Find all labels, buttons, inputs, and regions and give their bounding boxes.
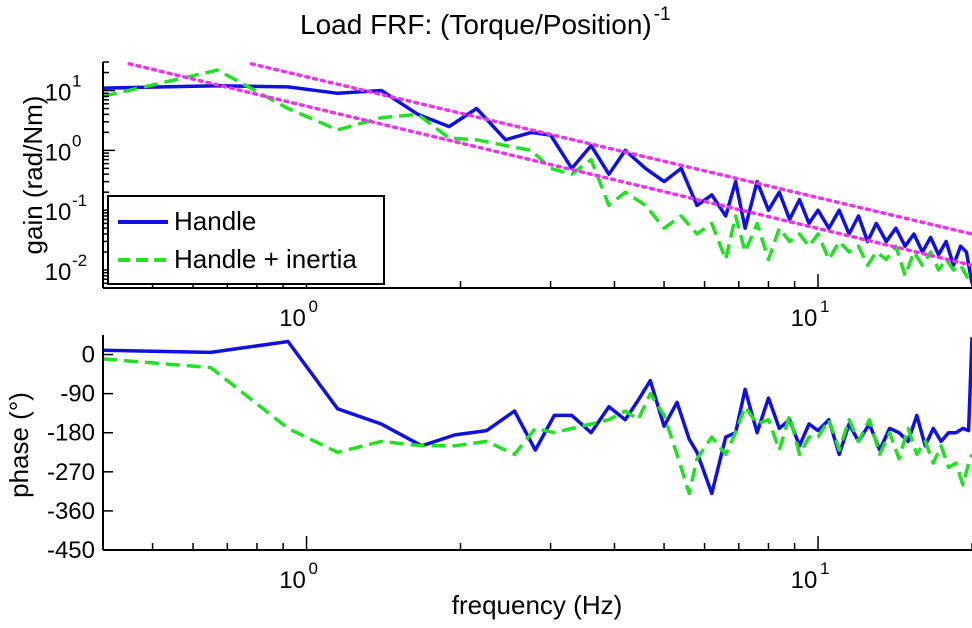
- gain-axes: 10 0 10 110 110 010 -110 -2: [45, 61, 972, 332]
- gain-series-handle: [103, 84, 972, 284]
- phase-y-tick-label: 0: [82, 342, 95, 369]
- phase-y-tick-label: -90: [60, 381, 95, 408]
- gain-y-tick-label: 10: [45, 80, 72, 107]
- gain-y-tick-exponent: 1: [72, 72, 81, 91]
- gain-y-tick-label: 10: [45, 139, 72, 166]
- gain-y-axis-label: gain (rad/Nm): [18, 96, 48, 255]
- chart-title-exponent: -1: [654, 4, 671, 25]
- phase-y-tick-label: -180: [47, 420, 95, 447]
- phase-axes: 10 0 10 10-90-180-270-360-450: [47, 335, 972, 594]
- phase-x-tick-exponent: 0: [309, 559, 318, 578]
- phase-y-axis-label: phase (°): [4, 392, 34, 498]
- gain-series-layer: [103, 62, 972, 285]
- gain-x-tick-exponent: 1: [820, 297, 829, 316]
- gain-y-tick-exponent: -2: [72, 251, 87, 270]
- phase-y-tick-label: -360: [47, 498, 95, 525]
- legend-entry-handle-inertia: Handle + inertia: [174, 244, 357, 274]
- gain-x-tick-exponent: 0: [309, 297, 318, 316]
- gain-series-fit-1: [127, 62, 972, 268]
- phase-series-layer: [103, 337, 972, 496]
- phase-y-tick-label: -270: [47, 459, 95, 486]
- legend-entry-handle: Handle: [174, 206, 256, 236]
- legend-box: [107, 195, 385, 285]
- phase-x-tick-label: 10: [279, 567, 306, 594]
- phase-x-tick-exponent: 1: [820, 559, 829, 578]
- x-axis-label: frequency (Hz): [452, 590, 623, 620]
- phase-y-tick-label: -450: [47, 537, 95, 564]
- gain-series-handle-inertia: [103, 68, 972, 285]
- gain-x-tick-label: 10: [279, 305, 306, 332]
- gain-y-tick-exponent: -1: [72, 191, 87, 210]
- gain-x-tick-label: 10: [791, 305, 818, 332]
- phase-series-handle-inertia: [103, 357, 972, 496]
- gain-y-tick-exponent: 0: [72, 131, 81, 150]
- phase-series-handle: [103, 337, 972, 496]
- chart-title: Load FRF: (Torque/Position) -1: [300, 4, 671, 40]
- phase-x-tick-label: 10: [791, 567, 818, 594]
- phase-plot: 10 0 10 10-90-180-270-360-450 phase (°) fre…: [4, 335, 972, 620]
- gain-y-tick-label: 10: [45, 199, 72, 226]
- chart-title-text: Load FRF: (Torque/Position): [300, 9, 652, 40]
- gain-plot: 10 0 10 110 110 010 -110 -2 gain (rad/Nm) Handl…: [18, 61, 972, 332]
- legend: Handle Handle + inertia: [107, 195, 385, 285]
- gain-series-fit-2: [249, 62, 972, 236]
- gain-y-tick-label: 10: [45, 259, 72, 286]
